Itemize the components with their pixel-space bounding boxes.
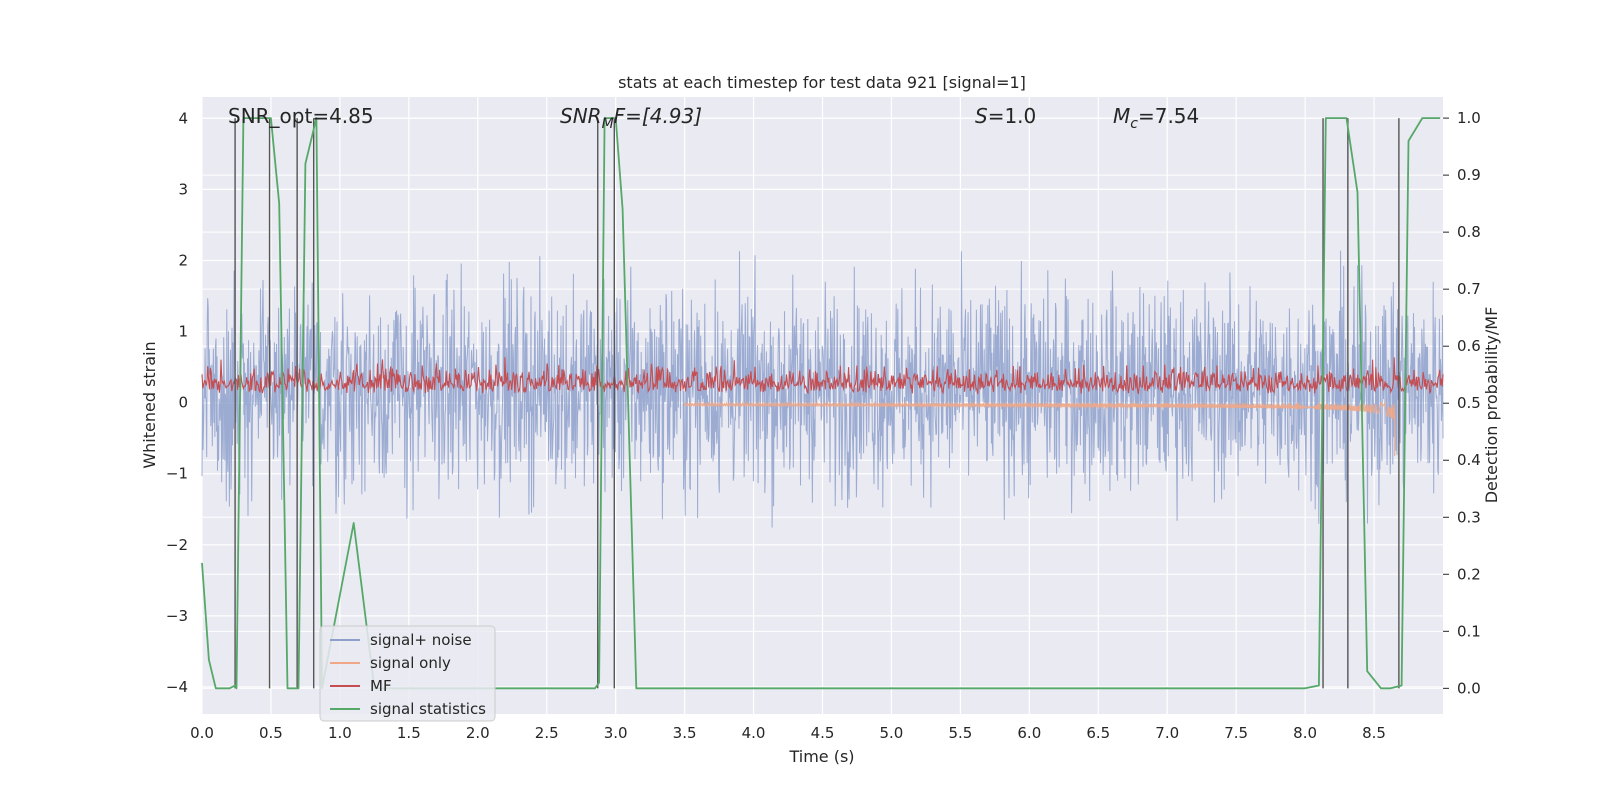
x-tick-label: 6.0: [1017, 724, 1041, 742]
x-tick-label: 3.5: [673, 724, 697, 742]
annotation-snr-opt: SNR_opt=4.85: [228, 104, 374, 128]
legend-label: signal+ noise: [370, 631, 472, 649]
right-y-tick-label: 0.9: [1457, 166, 1481, 184]
annotation-mc-sub: c: [1130, 116, 1138, 132]
right-y-tick-label: 0.7: [1457, 280, 1481, 298]
annotation-s-rest: =1.0: [988, 104, 1037, 128]
legend: signal+ noise signal only MF signal statist…: [319, 625, 496, 722]
left-y-tick-label: −3: [166, 607, 188, 625]
x-tick-label: 2.0: [466, 724, 490, 742]
annotation-snr-mf-rest: F=[4.93]: [614, 104, 702, 128]
annotation-mc-rest: =7.54: [1138, 104, 1199, 128]
x-axis-label: Time (s): [788, 747, 854, 766]
left-y-axis-label: Whitened strain: [140, 341, 159, 468]
annotation-snr-mf-sub: M: [602, 116, 614, 132]
x-tick-label: 4.0: [742, 724, 766, 742]
right-y-tick-label: 0.8: [1457, 223, 1481, 241]
right-y-tick-label: 0.6: [1457, 337, 1481, 355]
mf-line: [201, 357, 1444, 395]
x-tick-label: 2.5: [535, 724, 559, 742]
x-tick-label: 1.5: [397, 724, 421, 742]
x-tick-label: 0.0: [190, 724, 214, 742]
x-tick-label: 4.5: [811, 724, 835, 742]
left-y-tick-label: 0: [178, 394, 188, 412]
x-tick-label: 8.5: [1362, 724, 1386, 742]
annotation-snr-mf: SNRMF=[4.93]: [560, 104, 702, 132]
x-tick-label: 0.5: [259, 724, 283, 742]
annotation-snr-mf-main: SNR: [560, 104, 602, 128]
x-tick-label: 7.0: [1155, 724, 1179, 742]
left-y-tick-label: −2: [166, 536, 188, 554]
signal-only-line: [684, 400, 1396, 456]
left-y-tick-label: 3: [178, 180, 188, 198]
chart-title: stats at each timestep for test data 921…: [618, 73, 1026, 92]
left-y-axis-ticks: 4 3 2 1 0 −1 −2 −3 −4: [166, 109, 188, 696]
signal-statistics-series: [201, 117, 1441, 690]
legend-label: signal statistics: [370, 700, 486, 718]
legend-label: MF: [370, 677, 392, 695]
signal-statistics-line: [201, 117, 1441, 690]
left-y-tick-label: −1: [166, 465, 188, 483]
annotation-s: S=1.0: [975, 104, 1036, 128]
right-y-tick-label: 1.0: [1457, 109, 1481, 127]
annotation-mc: Mc=7.54: [1113, 104, 1199, 132]
signal-noise-series: [201, 250, 1444, 528]
signal-only-series: [684, 400, 1396, 456]
signal-noise-line: [201, 250, 1444, 528]
legend-label: signal only: [370, 654, 451, 672]
x-tick-label: 6.5: [1086, 724, 1110, 742]
annotation-s-main: S: [975, 104, 988, 128]
x-tick-label: 1.0: [328, 724, 352, 742]
right-y-tick-label: 0.0: [1457, 679, 1481, 697]
left-y-tick-label: −4: [166, 678, 188, 696]
right-y-tick-label: 0.2: [1457, 565, 1481, 583]
left-y-tick-label: 4: [178, 109, 188, 127]
annotation-mc-main: M: [1113, 104, 1130, 128]
left-y-tick-label: 2: [178, 251, 188, 269]
x-tick-label: 7.5: [1224, 724, 1248, 742]
x-axis-ticks: 0.0 0.5 1.0 1.5 2.0 2.5 3.0 3.5 4.0 4.5 5.0 5.5 6.0 6…: [190, 724, 1386, 742]
x-tick-label: 5.5: [948, 724, 972, 742]
right-y-axis-label: Detection probability/MF: [1482, 307, 1501, 504]
right-y-tick-label: 0.3: [1457, 508, 1481, 526]
mf-series: [201, 357, 1444, 395]
x-tick-label: 8.0: [1293, 724, 1317, 742]
right-y-tick-label: 0.5: [1457, 394, 1481, 412]
right-y-axis-ticks: 1.0 0.9 0.8 0.7 0.6 0.5 0.4 0.3 0.2 0.1 0.0: [1443, 109, 1481, 697]
legend-box: [319, 625, 496, 722]
right-y-tick-label: 0.1: [1457, 622, 1481, 640]
x-tick-label: 5.0: [880, 724, 904, 742]
left-y-tick-label: 1: [178, 323, 188, 341]
right-y-tick-label: 0.4: [1457, 451, 1481, 469]
x-tick-label: 3.0: [604, 724, 628, 742]
